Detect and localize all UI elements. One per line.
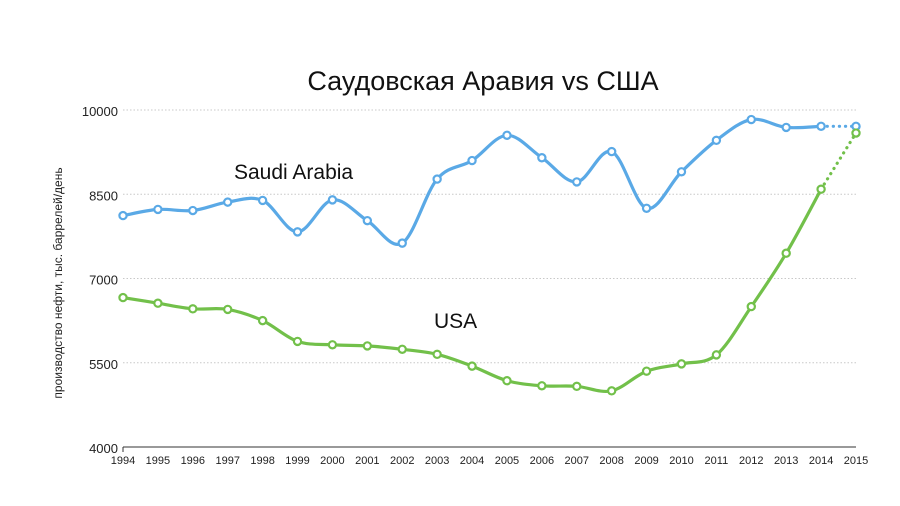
point-saudi-arabia-2013	[781, 122, 791, 133]
axes	[122, 446, 856, 452]
point-saudi-arabia-2001	[362, 215, 373, 226]
point-saudi-arabia-2009	[641, 203, 652, 213]
x-tick-2012: 2012	[739, 455, 763, 467]
x-tick-2010: 2010	[669, 455, 693, 467]
point-usa-2000	[327, 340, 338, 350]
series-line-usa	[121, 187, 823, 393]
point-usa-1999	[292, 336, 303, 347]
point-saudi-arabia-2014	[816, 121, 826, 131]
point-saudi-arabia-2004	[467, 155, 477, 166]
point-saudi-arabia-2007	[572, 177, 582, 187]
series-lines	[118, 114, 861, 396]
x-tick-1998: 1998	[250, 455, 274, 467]
point-saudi-arabia-2000	[327, 195, 338, 205]
x-tick-2015: 2015	[844, 455, 868, 467]
point-usa-2014	[816, 184, 826, 194]
point-saudi-arabia-2012	[746, 114, 756, 125]
point-usa-1998	[257, 315, 268, 326]
series-label-saudi-arabia: Saudi Arabia	[234, 161, 353, 184]
x-tick-2004: 2004	[460, 455, 484, 467]
x-tick-2014: 2014	[809, 455, 833, 467]
point-usa-1996	[188, 304, 198, 314]
y-tick-4000: 4000	[89, 441, 118, 456]
x-tick-1999: 1999	[285, 455, 309, 467]
y-tick-5500: 5500	[89, 357, 118, 372]
x-tick-2003: 2003	[425, 455, 449, 467]
point-saudi-arabia-2010	[676, 167, 687, 177]
point-saudi-arabia-1997	[223, 197, 233, 207]
y-axis-label: производство нефти, тыс. баррелей/день	[51, 167, 65, 398]
point-usa-2009	[641, 366, 652, 376]
x-tick-2008: 2008	[599, 455, 623, 467]
point-usa-2001	[362, 341, 373, 351]
x-tick-1997: 1997	[215, 455, 239, 467]
point-usa-1997	[223, 304, 233, 315]
x-tick-2002: 2002	[390, 455, 414, 467]
x-tick-2006: 2006	[530, 455, 554, 467]
point-usa-2013	[781, 248, 791, 258]
x-tick-2007: 2007	[565, 455, 589, 467]
point-saudi-arabia-1998	[257, 195, 268, 206]
x-tick-2001: 2001	[355, 455, 379, 467]
y-tick-labels: 4000 5500 7000 8500 10000	[82, 104, 118, 456]
point-saudi-arabia-2008	[606, 146, 617, 157]
point-usa-2004	[467, 361, 477, 371]
point-saudi-arabia-2005	[502, 130, 512, 140]
point-usa-2006	[537, 381, 547, 391]
point-usa-2005	[502, 376, 512, 386]
x-tick-2000: 2000	[320, 455, 344, 467]
grid-lines	[123, 109, 856, 364]
point-usa-2015	[851, 128, 861, 138]
point-usa-2007	[572, 381, 582, 392]
point-usa-2003	[432, 349, 442, 360]
point-saudi-arabia-2006	[537, 153, 547, 163]
x-tick-1995: 1995	[146, 455, 170, 467]
series-label-usa: USA	[434, 310, 477, 333]
point-usa-2010	[676, 359, 687, 369]
x-tick-labels: 1994 1995 1996 1997 1998 1999 2000 2001 2002 2003…	[111, 455, 868, 467]
point-saudi-arabia-1995	[153, 204, 163, 215]
point-saudi-arabia-2002	[397, 238, 407, 248]
point-saudi-arabia-2011	[711, 135, 722, 146]
point-saudi-arabia-1996	[188, 205, 198, 216]
point-saudi-arabia-1994	[118, 210, 128, 221]
x-tick-1996: 1996	[181, 455, 205, 467]
point-usa-2008	[606, 386, 617, 396]
y-tick-8500: 8500	[89, 188, 118, 203]
x-tick-2009: 2009	[634, 455, 658, 467]
y-tick-10000: 10000	[82, 104, 118, 119]
x-tick-2013: 2013	[774, 455, 798, 467]
x-tick-2005: 2005	[495, 455, 519, 467]
point-usa-2012	[746, 301, 756, 312]
point-saudi-arabia-1999	[292, 227, 303, 237]
point-usa-2002	[397, 344, 407, 354]
series-projection-usa	[819, 131, 858, 191]
point-usa-2011	[711, 350, 722, 360]
y-tick-7000: 7000	[89, 273, 118, 288]
x-tick-1994: 1994	[111, 455, 135, 467]
point-usa-1994	[118, 292, 128, 303]
x-tick-2011: 2011	[705, 455, 729, 467]
point-usa-1995	[153, 298, 163, 308]
point-saudi-arabia-2003	[432, 174, 442, 184]
chart-title: Саудовская Аравия vs США	[307, 66, 658, 96]
